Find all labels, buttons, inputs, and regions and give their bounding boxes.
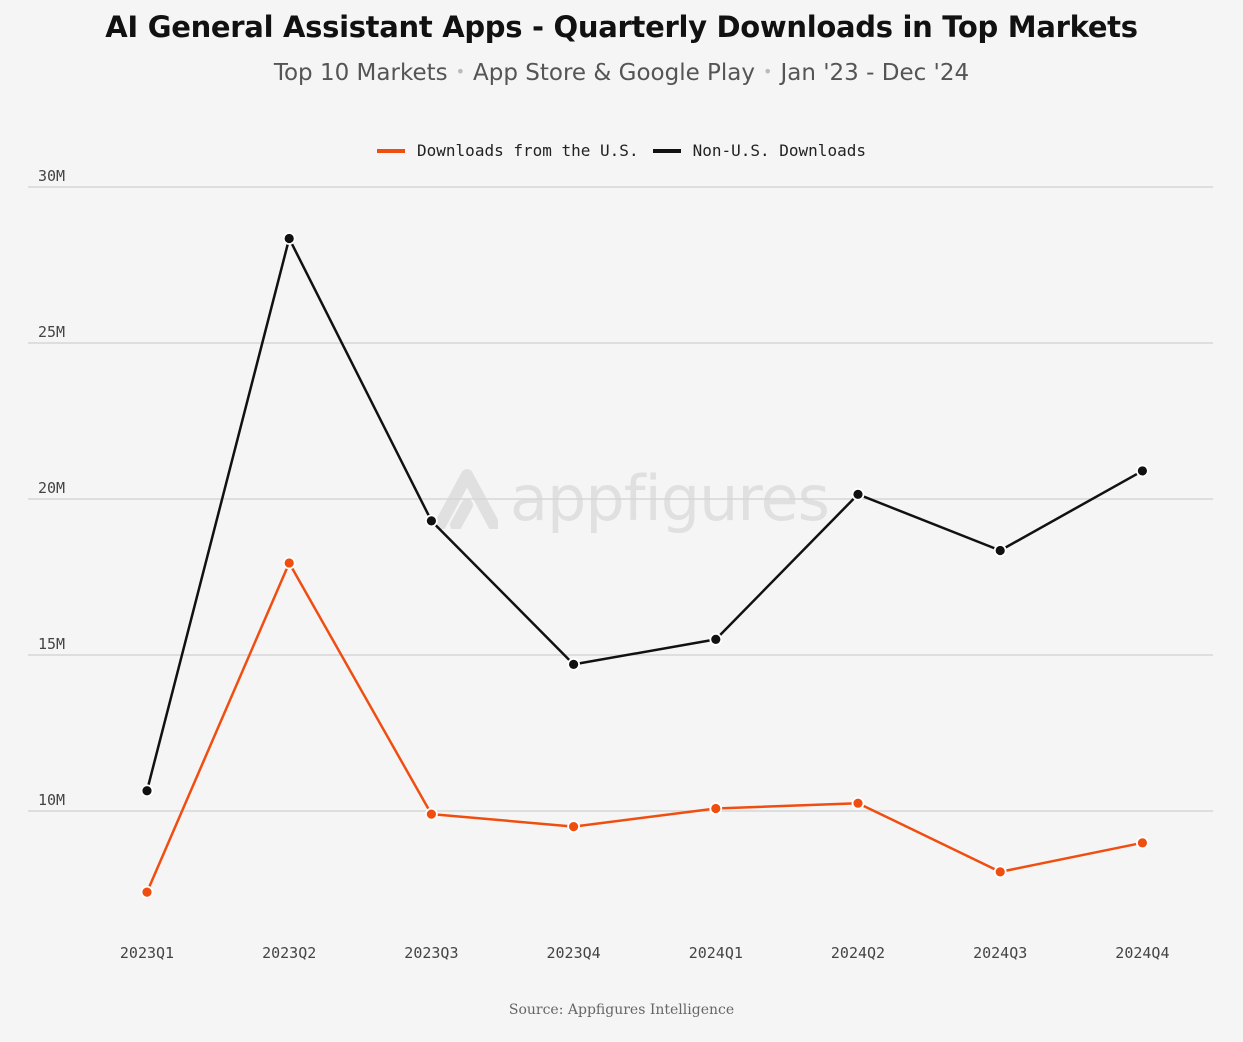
x-tick-label: 2024Q2: [831, 944, 885, 962]
y-tick-label: 25M: [38, 323, 65, 341]
data-point-us[interactable]: [993, 865, 1007, 879]
legend-swatch-non-us: [652, 148, 681, 153]
legend-swatch-us: [377, 148, 406, 153]
chart-title: AI General Assistant Apps - Quarterly Do…: [105, 10, 1138, 44]
legend-item-us[interactable]: Downloads from the U.S.: [377, 141, 639, 160]
legend-item-non-us[interactable]: Non-U.S. Downloads: [652, 141, 866, 160]
data-point-us[interactable]: [709, 802, 723, 815]
subtitle-separator: •: [455, 62, 466, 81]
x-tick-label: 2023Q1: [120, 944, 174, 962]
series-points: [140, 232, 1149, 899]
x-tick-label: 2023Q2: [262, 944, 316, 962]
data-point-us[interactable]: [424, 807, 438, 821]
data-point-us[interactable]: [567, 820, 580, 833]
y-tick-label: 20M: [38, 479, 65, 497]
series-lines: [145, 237, 1144, 893]
data-point-us[interactable]: [851, 796, 865, 810]
data-point-non-us[interactable]: [851, 487, 865, 501]
data-point-us[interactable]: [140, 885, 154, 899]
x-tick-label: 2024Q3: [973, 944, 1027, 962]
x-tick-label: 2024Q1: [689, 944, 743, 962]
x-tick-label: 2023Q3: [404, 944, 458, 962]
chart-subtitle: Top 10 Markets • App Store & Google Play • J…: [0, 60, 1243, 86]
data-point-non-us[interactable]: [993, 544, 1007, 557]
appfigures-logo-icon: [436, 468, 498, 529]
data-point-us[interactable]: [282, 556, 296, 570]
data-point-non-us[interactable]: [140, 784, 154, 798]
subtitle-separator: •: [763, 62, 773, 81]
y-tick-label: 15M: [38, 635, 65, 653]
data-point-non-us[interactable]: [424, 514, 438, 528]
source-note: Source: Appfigures Intelligence: [508, 1002, 735, 1018]
subtitle-markets: Top 10 Markets: [273, 60, 448, 86]
series-line-us: [145, 561, 1143, 893]
x-tick-label: 2023Q4: [547, 944, 601, 962]
data-point-non-us[interactable]: [709, 633, 723, 646]
data-point-non-us[interactable]: [567, 657, 580, 671]
grid-lines: [28, 186, 1213, 812]
x-tick-label: 2024Q4: [1115, 944, 1169, 962]
subtitle-stores: App Store & Google Play: [473, 60, 756, 86]
y-tick-label: 30M: [38, 167, 65, 185]
chart-legend: Downloads from the U.S. Non-U.S. Downloa…: [0, 141, 1243, 160]
data-point-non-us[interactable]: [1136, 464, 1149, 478]
series-line-non-us: [145, 237, 1144, 792]
x-axis-ticks: 2023Q1 2023Q2 2023Q3 2023Q4 2024Q1 2024Q2 2024…: [120, 944, 1170, 962]
data-point-non-us[interactable]: [282, 232, 296, 245]
y-tick-label: 10M: [38, 791, 65, 809]
legend-label-non-us: Non-U.S. Downloads: [692, 141, 866, 160]
subtitle-date-range: Jan '23 - Dec '24: [780, 60, 970, 86]
y-axis-ticks: 10M 15M 20M 25M 30M: [38, 167, 65, 809]
data-point-us[interactable]: [1136, 836, 1149, 850]
legend-label-us: Downloads from the U.S.: [417, 141, 639, 160]
